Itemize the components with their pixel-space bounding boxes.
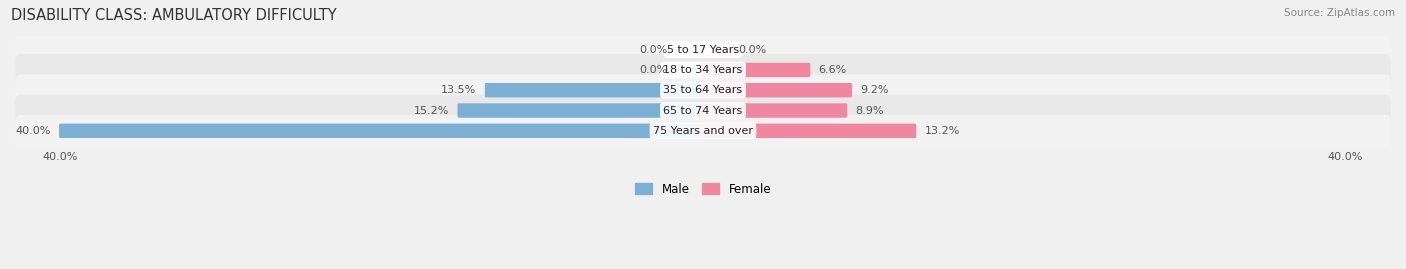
- Text: 15.2%: 15.2%: [413, 105, 449, 115]
- Text: 40.0%: 40.0%: [15, 126, 51, 136]
- FancyBboxPatch shape: [485, 83, 704, 97]
- FancyBboxPatch shape: [15, 95, 1391, 126]
- Legend: Male, Female: Male, Female: [630, 178, 776, 200]
- Text: 13.5%: 13.5%: [441, 85, 477, 95]
- FancyBboxPatch shape: [702, 63, 810, 77]
- FancyBboxPatch shape: [15, 75, 1391, 106]
- Text: 6.6%: 6.6%: [818, 65, 846, 75]
- Text: 0.0%: 0.0%: [640, 65, 668, 75]
- Text: 18 to 34 Years: 18 to 34 Years: [664, 65, 742, 75]
- Text: 35 to 64 Years: 35 to 64 Years: [664, 85, 742, 95]
- Text: 0.0%: 0.0%: [738, 45, 766, 55]
- Text: Source: ZipAtlas.com: Source: ZipAtlas.com: [1284, 8, 1395, 18]
- FancyBboxPatch shape: [59, 124, 704, 138]
- Text: 9.2%: 9.2%: [860, 85, 889, 95]
- FancyBboxPatch shape: [15, 54, 1391, 86]
- FancyBboxPatch shape: [15, 34, 1391, 65]
- FancyBboxPatch shape: [457, 103, 704, 118]
- Text: 5 to 17 Years: 5 to 17 Years: [666, 45, 740, 55]
- FancyBboxPatch shape: [15, 115, 1391, 147]
- Text: DISABILITY CLASS: AMBULATORY DIFFICULTY: DISABILITY CLASS: AMBULATORY DIFFICULTY: [11, 8, 337, 23]
- Text: 13.2%: 13.2%: [925, 126, 960, 136]
- Text: 0.0%: 0.0%: [640, 45, 668, 55]
- FancyBboxPatch shape: [702, 103, 848, 118]
- Text: 75 Years and over: 75 Years and over: [652, 126, 754, 136]
- Text: 65 to 74 Years: 65 to 74 Years: [664, 105, 742, 115]
- Text: 8.9%: 8.9%: [856, 105, 884, 115]
- FancyBboxPatch shape: [702, 124, 917, 138]
- FancyBboxPatch shape: [702, 83, 852, 97]
